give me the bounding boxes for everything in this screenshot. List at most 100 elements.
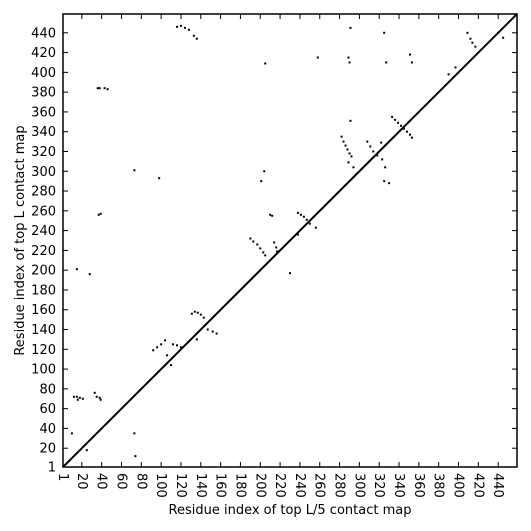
contact-point — [299, 213, 302, 216]
x-tick-label: 240 — [292, 473, 307, 498]
x-axis-label: Residue index of top L/5 contact map — [169, 503, 412, 518]
contact-point — [269, 213, 272, 216]
contact-point — [271, 214, 274, 217]
contact-point — [350, 155, 353, 158]
contact-point — [99, 398, 102, 401]
contact-point — [296, 233, 299, 236]
contact-point — [76, 398, 79, 401]
contact-point — [384, 166, 387, 169]
contact-point — [97, 213, 100, 216]
contact-point — [206, 328, 209, 331]
contact-point — [391, 115, 394, 118]
contact-point — [502, 36, 505, 39]
x-tick-label: 140 — [193, 473, 208, 498]
contact-point — [179, 346, 182, 349]
contact-point — [348, 61, 351, 64]
contact-point — [381, 158, 384, 161]
contact-point — [179, 24, 182, 27]
contact-point — [405, 130, 408, 133]
x-tick-label: 400 — [451, 473, 466, 498]
y-tick-label: 1 — [48, 461, 56, 476]
contact-point — [252, 240, 255, 243]
contact-point — [474, 45, 477, 48]
x-tick-label: 20 — [74, 473, 89, 490]
contact-point — [262, 251, 265, 254]
contact-point — [308, 222, 311, 225]
contact-point — [410, 136, 413, 139]
x-tick-label: 220 — [272, 473, 287, 498]
contact-point — [447, 73, 450, 76]
contact-point — [342, 140, 345, 143]
contact-point — [380, 141, 383, 144]
contact-point — [164, 339, 167, 342]
contact-point — [75, 395, 78, 398]
x-tick-label: 180 — [232, 473, 247, 498]
x-tick-label: 260 — [312, 473, 327, 498]
contact-point — [400, 124, 403, 127]
contact-point — [348, 152, 351, 155]
x-tick-label: 160 — [213, 473, 228, 498]
contact-point — [302, 215, 305, 218]
contact-point — [172, 343, 175, 346]
contact-point — [260, 180, 263, 183]
y-tick-label: 160 — [31, 303, 56, 318]
contact-point — [275, 246, 278, 249]
contact-point — [347, 56, 350, 59]
contact-point — [408, 53, 411, 56]
contact-point — [88, 273, 91, 276]
contact-point — [152, 349, 155, 352]
y-tick-label: 200 — [31, 264, 56, 279]
contact-point — [103, 87, 106, 90]
x-tick-label: 60 — [113, 473, 128, 490]
contact-point — [454, 66, 457, 69]
contact-point — [190, 312, 193, 315]
y-tick-label: 340 — [31, 125, 56, 140]
contact-point — [376, 154, 379, 157]
contact-point — [158, 177, 161, 180]
contact-point — [402, 127, 405, 130]
contact-point — [183, 26, 186, 29]
x-tick-label: 200 — [252, 473, 267, 498]
y-tick-label: 280 — [31, 185, 56, 200]
y-tick-label: 320 — [31, 145, 56, 160]
contact-point — [385, 61, 388, 64]
x-tick-label: 1 — [55, 473, 70, 481]
contact-point — [314, 226, 317, 229]
y-tick-label: 380 — [31, 86, 56, 101]
contact-point — [78, 396, 81, 399]
contact-point — [256, 243, 259, 246]
contact-point — [156, 346, 159, 349]
contact-point — [466, 31, 469, 34]
x-tick-label: 380 — [431, 473, 446, 498]
contact-point — [85, 449, 88, 452]
x-tick-label: 40 — [94, 473, 109, 490]
contact-point — [211, 330, 214, 333]
y-tick-label: 180 — [31, 283, 56, 298]
contact-point — [166, 354, 169, 357]
contact-point — [81, 397, 84, 400]
contact-point — [340, 135, 343, 138]
y-tick-label: 220 — [31, 244, 56, 259]
contact-point — [471, 41, 474, 44]
y-tick-label: 260 — [31, 204, 56, 219]
contact-point — [296, 211, 299, 214]
contact-point — [192, 34, 195, 37]
contact-point — [133, 432, 136, 435]
x-tick-label: 280 — [332, 473, 347, 498]
contact-point — [408, 133, 411, 136]
contact-point — [98, 396, 101, 399]
contact-point — [95, 395, 98, 398]
contact-point — [160, 343, 163, 346]
contact-point — [349, 26, 352, 29]
contact-point — [72, 395, 75, 398]
contact-point — [175, 25, 178, 28]
contact-point — [349, 119, 352, 122]
contact-point — [383, 31, 386, 34]
y-tick-label: 40 — [39, 422, 56, 437]
contact-point — [388, 182, 391, 185]
diagonal-line — [62, 13, 518, 468]
y-tick-label: 60 — [39, 402, 56, 417]
x-tick-label: 80 — [133, 473, 148, 490]
x-tick-label: 300 — [351, 473, 366, 498]
